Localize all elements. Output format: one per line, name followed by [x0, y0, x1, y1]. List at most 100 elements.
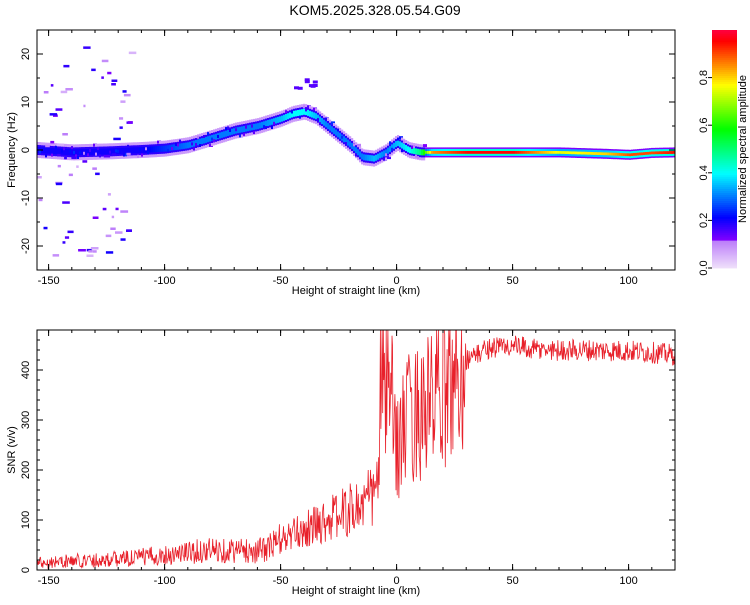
spectrogram-cell — [126, 229, 132, 232]
spectrogram-cell — [213, 134, 216, 141]
colorbar-swatch — [712, 262, 737, 265]
spectrogram-cell — [575, 151, 578, 155]
spectrogram-cell — [327, 123, 330, 129]
colorbar-swatch — [712, 129, 737, 132]
colorbar-swatch — [712, 69, 737, 73]
spectrogram-cell — [92, 216, 99, 219]
spectrogram-cell — [77, 149, 80, 156]
spectrogram-cell — [92, 167, 97, 170]
spectrogram-cell — [661, 151, 664, 155]
colorbar-swatch — [712, 170, 737, 174]
spectrogram-cell — [283, 114, 286, 121]
spectrogram-cell — [545, 151, 548, 154]
y-tick-label: 300 — [20, 411, 32, 429]
x-tick-label: -150 — [38, 575, 60, 587]
colorbar-swatch — [712, 73, 737, 77]
spectrogram-cell — [383, 150, 386, 157]
colorbar-swatch — [712, 196, 737, 199]
spectrogram-cell — [102, 207, 107, 211]
colorbar-swatch — [712, 258, 737, 261]
colorbar-swatch — [712, 49, 737, 53]
colorbar-swatch — [712, 109, 737, 112]
spectrogram-cell — [281, 115, 284, 122]
spectrogram-cell — [379, 152, 382, 159]
spectrogram-cell — [315, 113, 318, 120]
spectrogram-cell — [45, 144, 50, 148]
spectrogram-cell — [101, 59, 109, 63]
spectrogram-cell — [569, 151, 572, 155]
spectrogram-cell — [259, 122, 262, 129]
spectrogram-cell — [311, 111, 314, 118]
spectrogram-cell — [76, 165, 79, 168]
spectrogram-cell — [53, 114, 58, 117]
spectrogram-cell — [215, 133, 218, 140]
spectrogram-cell — [122, 90, 127, 93]
colorbar-swatch — [712, 145, 737, 148]
colorbar-swatch — [712, 77, 737, 80]
x-tick-label: 0 — [394, 575, 400, 587]
spectrogram-cell — [115, 207, 119, 211]
spectrogram-cell — [463, 151, 466, 154]
spectrogram-cell — [187, 142, 190, 149]
spectrogram-cell — [487, 151, 490, 154]
colorbar-swatch — [712, 160, 737, 164]
spectrogram-cell — [183, 142, 186, 149]
colorbar-swatch — [712, 252, 737, 255]
spectrogram-cell — [565, 151, 568, 154]
spectrogram-cell — [479, 151, 482, 154]
spectrogram-cell — [120, 100, 126, 103]
spectrogram-cell — [527, 151, 530, 154]
spectrogram-cell — [509, 151, 512, 154]
colorbar-swatch — [712, 87, 737, 90]
spectrogram-cell — [461, 151, 464, 154]
spectrogram-cell — [64, 156, 67, 160]
spectrogram-cell — [489, 151, 492, 154]
spectrogram-cell — [243, 126, 246, 132]
spectrogram-cell — [153, 146, 156, 153]
spectrogram-cell — [113, 148, 116, 155]
spectrogram-cell — [333, 128, 336, 134]
colorbar-swatch — [712, 240, 737, 243]
spectrogram-cell — [473, 151, 476, 154]
spectrogram-cell — [533, 151, 536, 154]
spectrogram-cell — [501, 151, 504, 154]
spectrogram-cell — [129, 147, 132, 154]
spectrogram-cell — [55, 182, 63, 186]
colorbar-swatch — [712, 216, 737, 219]
spectrogram-cell — [128, 121, 133, 124]
spectrogram-cell — [465, 151, 468, 154]
spectrogram-cell — [603, 152, 606, 156]
spectrogram-cell — [431, 151, 434, 154]
colorbar-swatch — [712, 31, 737, 35]
spectrogram-cell — [120, 238, 126, 241]
spectrogram-cell — [427, 151, 430, 154]
spectrogram-cell — [231, 128, 234, 135]
spectrogram-cell — [343, 136, 346, 143]
spectrogram-cell — [75, 149, 78, 156]
colorbar-swatch — [712, 67, 737, 71]
spectrogram-cell — [111, 83, 116, 86]
spectrogram-cell — [101, 148, 104, 155]
colorbar-swatch — [712, 228, 737, 231]
colorbar-swatch — [712, 238, 737, 241]
spectrogram-cell — [669, 151, 672, 154]
colorbar-swatch — [712, 63, 737, 67]
spectrogram-cell — [495, 151, 498, 154]
spectrogram-cell — [329, 124, 332, 131]
spectrogram-cell — [581, 151, 584, 155]
spectrogram-cell — [157, 146, 160, 152]
colorbar-swatch — [712, 47, 737, 51]
colorbar-swatch — [712, 97, 737, 100]
spectrogram-cell — [615, 152, 618, 156]
spectrogram-cell — [587, 151, 590, 155]
spectrogram-cell — [399, 141, 402, 148]
spectrogram-cell — [415, 148, 418, 155]
colorbar-swatch — [712, 180, 737, 184]
spectrogram-cell — [275, 117, 278, 124]
spectrogram-cell — [111, 79, 118, 82]
spectrogram-cell — [475, 151, 478, 154]
spectrogram-cell — [541, 151, 544, 154]
spectrogram-cell — [169, 144, 172, 151]
spectrogram-cell — [595, 152, 598, 155]
spectrogram-cell — [229, 129, 232, 136]
